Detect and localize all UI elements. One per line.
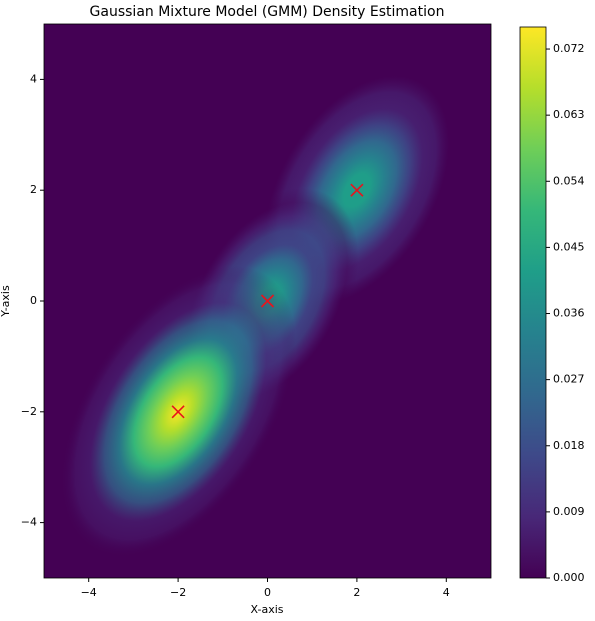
y-tick-label: 4 — [30, 72, 37, 85]
y-axis-label: Y-axis — [0, 285, 12, 318]
colorbar-tick-label: 0.063 — [553, 108, 585, 121]
x-tick-label: −4 — [81, 586, 97, 599]
x-tick-label: 4 — [443, 586, 450, 599]
x-tick-label: 0 — [264, 586, 271, 599]
x-tick-label: 2 — [353, 586, 360, 599]
mean-marker — [260, 294, 275, 308]
y-tick-label: −2 — [21, 405, 37, 418]
colorbar-tick-label: 0.045 — [553, 240, 585, 253]
chart-title: Gaussian Mixture Model (GMM) Density Est… — [90, 4, 445, 20]
colorbar-tick-label: 0.000 — [553, 571, 585, 584]
x-tick-label: −2 — [170, 586, 186, 599]
y-tick-label: −4 — [21, 516, 37, 529]
x-axis-label: X-axis — [251, 603, 284, 616]
y-tick-label: 0 — [30, 294, 37, 307]
mean-marker — [350, 183, 364, 197]
colorbar-tick-label: 0.009 — [553, 505, 585, 518]
colorbar-tick-label: 0.054 — [553, 174, 585, 187]
colorbar — [519, 26, 547, 579]
y-tick-label: 2 — [30, 183, 37, 196]
colorbar-tick-label: 0.018 — [553, 439, 585, 452]
colorbar-tick-label: 0.027 — [553, 373, 585, 386]
colorbar-tick-label: 0.072 — [553, 42, 585, 55]
colorbar-tick-label: 0.036 — [553, 307, 585, 320]
mean-marker — [171, 405, 185, 419]
